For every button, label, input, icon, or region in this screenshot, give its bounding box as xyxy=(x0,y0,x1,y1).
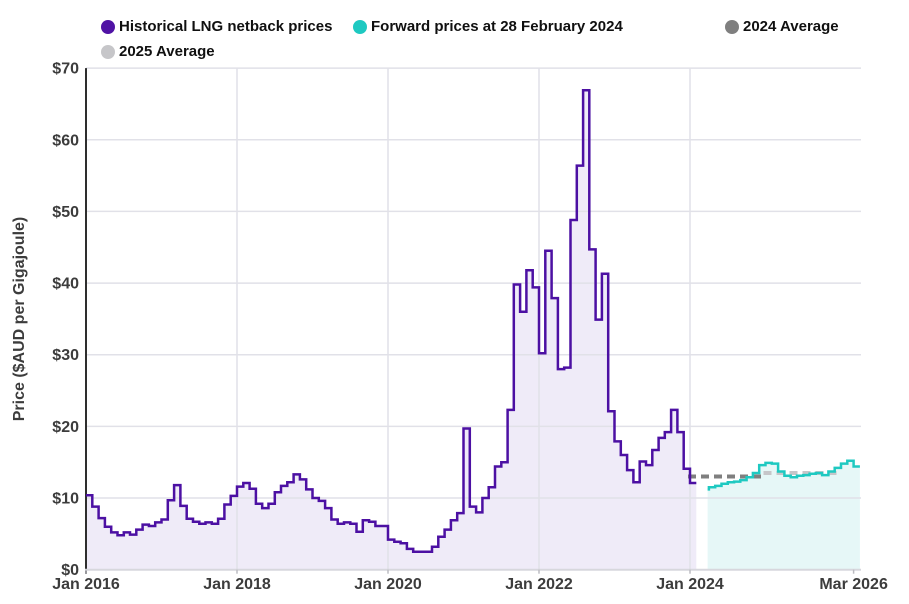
x-tick-label: Jan 2022 xyxy=(505,576,573,593)
legend-label-2025-average: 2025 Average xyxy=(119,43,215,60)
average-2025-dot-icon xyxy=(101,44,115,59)
legend-label-2024-average: 2024 Average xyxy=(743,18,839,35)
y-tick-label: $40 xyxy=(52,276,79,293)
y-tick-label: $30 xyxy=(52,347,79,364)
y-tick-label: $0 xyxy=(61,562,79,579)
series-area-1 xyxy=(707,460,860,570)
historical-series-dot-icon xyxy=(101,19,115,34)
legend-label-historical: Historical LNG netback prices xyxy=(119,18,333,35)
legend-item-forward[interactable]: Forward prices at 28 February 2024 xyxy=(353,18,623,35)
average-2024-dot-icon xyxy=(725,19,739,34)
y-tick-label: $10 xyxy=(52,491,79,508)
series-area-0 xyxy=(86,90,697,570)
series-line-1 xyxy=(707,459,860,491)
x-tick-label: Mar 2026 xyxy=(819,576,888,593)
y-tick-label: $70 xyxy=(52,61,79,78)
x-tick-label: Jan 2024 xyxy=(656,576,724,593)
y-tick-label: $20 xyxy=(52,419,79,436)
y-tick-label: $60 xyxy=(52,132,79,149)
legend-label-forward: Forward prices at 28 February 2024 xyxy=(371,18,623,35)
forward-series-dot-icon xyxy=(353,19,367,34)
x-tick-label: Jan 2020 xyxy=(354,576,422,593)
series-line-0 xyxy=(86,89,697,554)
y-axis-title: Price ($AUD per Gigajoule) xyxy=(11,217,28,422)
x-tick-label: Jan 2016 xyxy=(52,576,120,593)
y-tick-label: $50 xyxy=(52,204,79,221)
legend-item-historical[interactable]: Historical LNG netback prices xyxy=(101,18,332,35)
legend-item-2024-average[interactable]: 2024 Average xyxy=(725,18,839,35)
legend-item-2025-average[interactable]: 2025 Average xyxy=(101,43,215,60)
x-tick-label: Jan 2018 xyxy=(203,576,271,593)
